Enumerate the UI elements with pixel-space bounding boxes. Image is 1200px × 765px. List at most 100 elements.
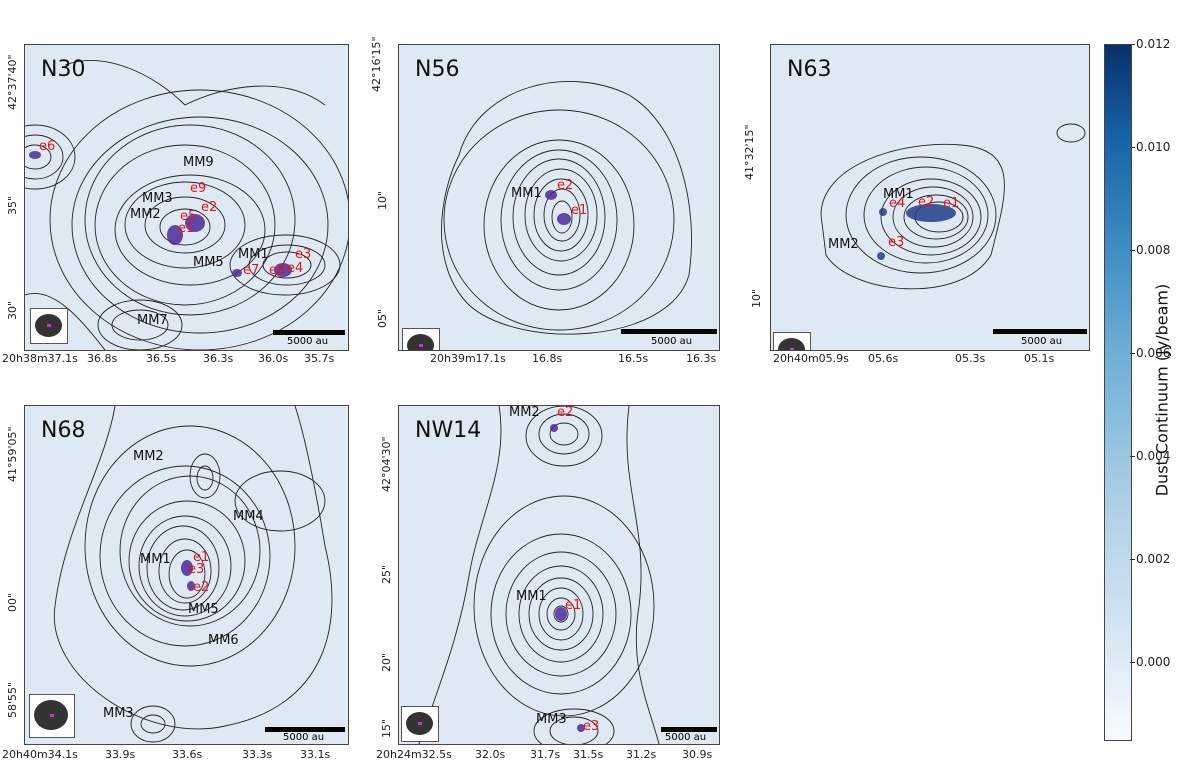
ra-tick: 05.6s <box>868 352 899 365</box>
core-label: e3 <box>188 562 205 577</box>
ra-tick: 16.5s <box>618 352 649 365</box>
scale-bar-label: 5000 au <box>665 732 707 743</box>
source-label: MM7 <box>137 313 168 328</box>
ra-tick: 31.5s <box>573 748 604 761</box>
scale-bar <box>621 329 717 334</box>
colorbar-label: Dust Continuum (Jy/beam) <box>1152 283 1172 497</box>
ra-tick: 36.3s <box>203 352 234 365</box>
dec-tick: 05" <box>376 308 389 328</box>
source-label: MM3 <box>142 191 173 206</box>
source-label: MM2 <box>130 207 161 222</box>
core-label: e2 <box>201 200 218 215</box>
source-label: MM5 <box>188 602 219 617</box>
dec-tick: 15" <box>380 718 393 738</box>
panel-title: N56 <box>415 57 460 82</box>
panel-n63: N63 MM1 MM2 e4 e2 e1 e3 5000 au <box>770 44 1090 351</box>
ra-tick: 20h24m32.5s <box>376 748 452 761</box>
colorbar-tick: 0.002 <box>1136 552 1171 566</box>
dec-tick: 30" <box>6 300 19 320</box>
source-label: MM1 <box>140 552 171 567</box>
core-label: e2 <box>193 580 210 595</box>
core-label: e1 <box>571 203 588 218</box>
scale-bar-label: 5000 au <box>283 732 325 743</box>
ra-tick: 31.2s <box>626 748 657 761</box>
core-label: e1 <box>193 550 210 565</box>
n30-contours <box>25 60 348 350</box>
n56-contours <box>441 81 692 335</box>
ra-tick: 35.7s <box>304 352 335 365</box>
scale-bar <box>661 727 717 732</box>
source-label: MM9 <box>183 155 214 170</box>
core-label: e3 <box>583 719 600 734</box>
core-label: e4 <box>287 261 304 276</box>
ra-tick: 36.8s <box>87 352 118 365</box>
scale-bar <box>265 727 345 732</box>
source-label: MM1 <box>511 186 542 201</box>
source-label: MM5 <box>193 255 224 270</box>
source-label: MM4 <box>233 509 264 524</box>
source-label: MM2 <box>509 405 540 420</box>
source-label: MM2 <box>133 449 164 464</box>
dec-tick: 42°16'15" <box>370 36 383 92</box>
source-label: MM1 <box>883 187 914 202</box>
panel-nw14: NW14 MM2 MM1 MM3 e2 e1 e3 5000 au <box>398 405 720 745</box>
ra-tick: 20h38m37.1s <box>2 352 78 365</box>
colorbar-tick: 0.008 <box>1136 243 1171 257</box>
ra-tick: 16.8s <box>532 352 563 365</box>
beam-indicator <box>401 706 439 742</box>
core-label: e2 <box>557 178 574 193</box>
source-label: MM2 <box>828 237 859 252</box>
dec-tick: 20" <box>380 652 393 672</box>
ra-tick: 33.3s <box>242 748 273 761</box>
ra-tick: 36.0s <box>258 352 289 365</box>
dec-tick: 41°32'15" <box>743 124 756 180</box>
core-label: e3 <box>295 247 312 262</box>
colorbar-tick-mark <box>1130 662 1135 663</box>
ra-tick: 20h39m17.1s <box>430 352 506 365</box>
dec-tick: 10" <box>750 288 763 308</box>
source-label: MM6 <box>208 633 239 648</box>
colorbar-tick: 0.000 <box>1136 655 1171 669</box>
core-label: e1 <box>943 196 960 211</box>
panel-title: N63 <box>787 57 832 82</box>
ra-tick: 20h40m05.9s <box>773 352 849 365</box>
ra-tick: 05.1s <box>1024 352 1055 365</box>
dec-tick: 42°04'30" <box>380 436 393 492</box>
n68-contours <box>53 406 333 743</box>
panel-title: N30 <box>41 57 86 82</box>
scale-bar <box>273 330 345 335</box>
scale-bar-label: 5000 au <box>287 336 329 347</box>
scale-bar-label: 5000 au <box>651 336 693 347</box>
beam-indicator <box>402 328 440 350</box>
nw14-contours <box>418 406 660 744</box>
beam-indicator <box>29 694 75 738</box>
core-label: e1 <box>178 221 195 236</box>
core-label: e9 <box>190 181 207 196</box>
scale-bar <box>993 329 1087 334</box>
colorbar-tick-mark <box>1130 559 1135 560</box>
scale-bar-label: 5000 au <box>1021 336 1063 347</box>
dec-tick: 25" <box>380 564 393 584</box>
panel-n68: N68 MM2 MM4 MM1 MM5 MM6 MM3 e1 e3 e2 500… <box>24 405 349 745</box>
colorbar-tick-mark <box>1130 353 1135 354</box>
dec-tick: 58'55" <box>6 681 19 718</box>
core-label: e8 <box>269 263 286 278</box>
colorbar-tick-mark <box>1130 456 1135 457</box>
ra-tick: 30.9s <box>682 748 713 761</box>
colorbar-tick-mark <box>1130 147 1135 148</box>
core-label: e3 <box>888 235 905 250</box>
ra-tick: 20h40m34.1s <box>2 748 78 761</box>
source-label: MM3 <box>103 706 134 721</box>
beam-indicator <box>30 308 68 344</box>
panel-title: N68 <box>41 418 86 443</box>
ra-tick: 33.1s <box>300 748 331 761</box>
ra-tick: 36.5s <box>146 352 177 365</box>
colorbar-tick: 0.004 <box>1136 449 1171 463</box>
source-label: MM3 <box>536 712 567 727</box>
colorbar-tick-mark <box>1130 44 1135 45</box>
panel-n30: N30 MM9 MM3 MM2 MM5 MM1 MM7 e6 e9 e5 e2 … <box>24 44 349 351</box>
dec-tick: 00" <box>6 592 19 612</box>
dec-tick: 10" <box>376 190 389 210</box>
panel-n56: N56 MM1 e2 e1 5000 au <box>398 44 720 351</box>
core-label: e1 <box>565 598 582 613</box>
